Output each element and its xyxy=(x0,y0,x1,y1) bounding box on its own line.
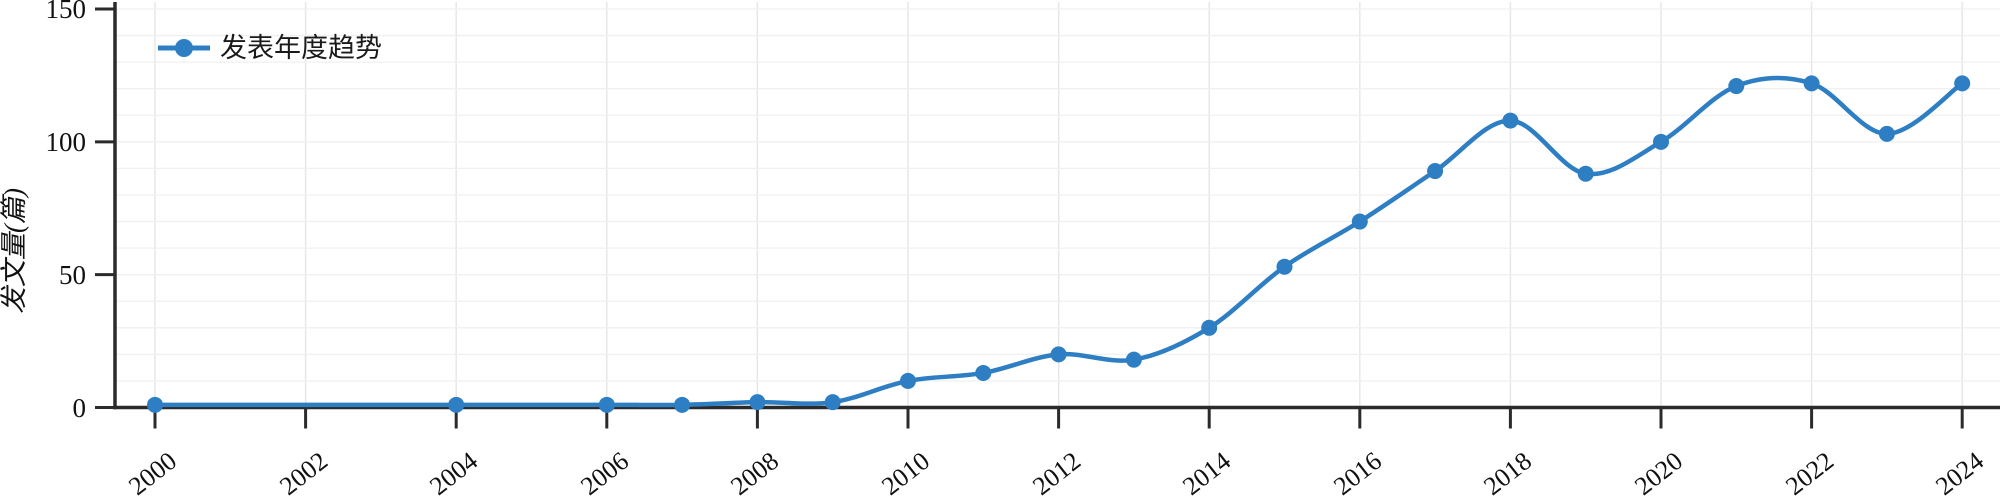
data-point xyxy=(1276,258,1293,275)
data-point xyxy=(1502,112,1519,129)
data-point xyxy=(1878,125,1895,142)
horizontal-gridlines xyxy=(115,8,2000,382)
data-point xyxy=(448,396,465,413)
legend-label: 发表年度趋势 xyxy=(220,33,382,63)
data-point xyxy=(1125,351,1142,368)
y-axis-ticks xyxy=(95,7,115,409)
x-axis-ticks xyxy=(153,407,1964,429)
legend-marker-icon xyxy=(158,39,210,57)
data-point xyxy=(1201,319,1218,336)
data-point xyxy=(1577,165,1594,182)
data-point xyxy=(1728,78,1745,95)
data-point-markers xyxy=(147,75,1971,413)
y-tick-label: 150 xyxy=(45,0,87,24)
data-point xyxy=(749,394,766,411)
data-point xyxy=(824,394,841,411)
data-point xyxy=(1050,346,1067,363)
legend: 发表年度趋势 xyxy=(156,31,382,65)
data-point xyxy=(1954,75,1971,92)
data-point xyxy=(674,396,691,413)
data-point xyxy=(1653,133,1669,150)
data-point xyxy=(975,364,992,381)
y-tick-label: 100 xyxy=(45,126,87,157)
data-point xyxy=(1803,75,1820,92)
data-point xyxy=(1351,213,1368,230)
data-point xyxy=(1427,163,1444,180)
y-tick-label: 50 xyxy=(59,259,86,290)
data-point xyxy=(147,396,163,413)
data-point xyxy=(900,372,916,389)
vertical-gridlines xyxy=(154,2,1963,408)
y-tick-label: 0 xyxy=(72,392,87,423)
data-point xyxy=(598,396,615,413)
